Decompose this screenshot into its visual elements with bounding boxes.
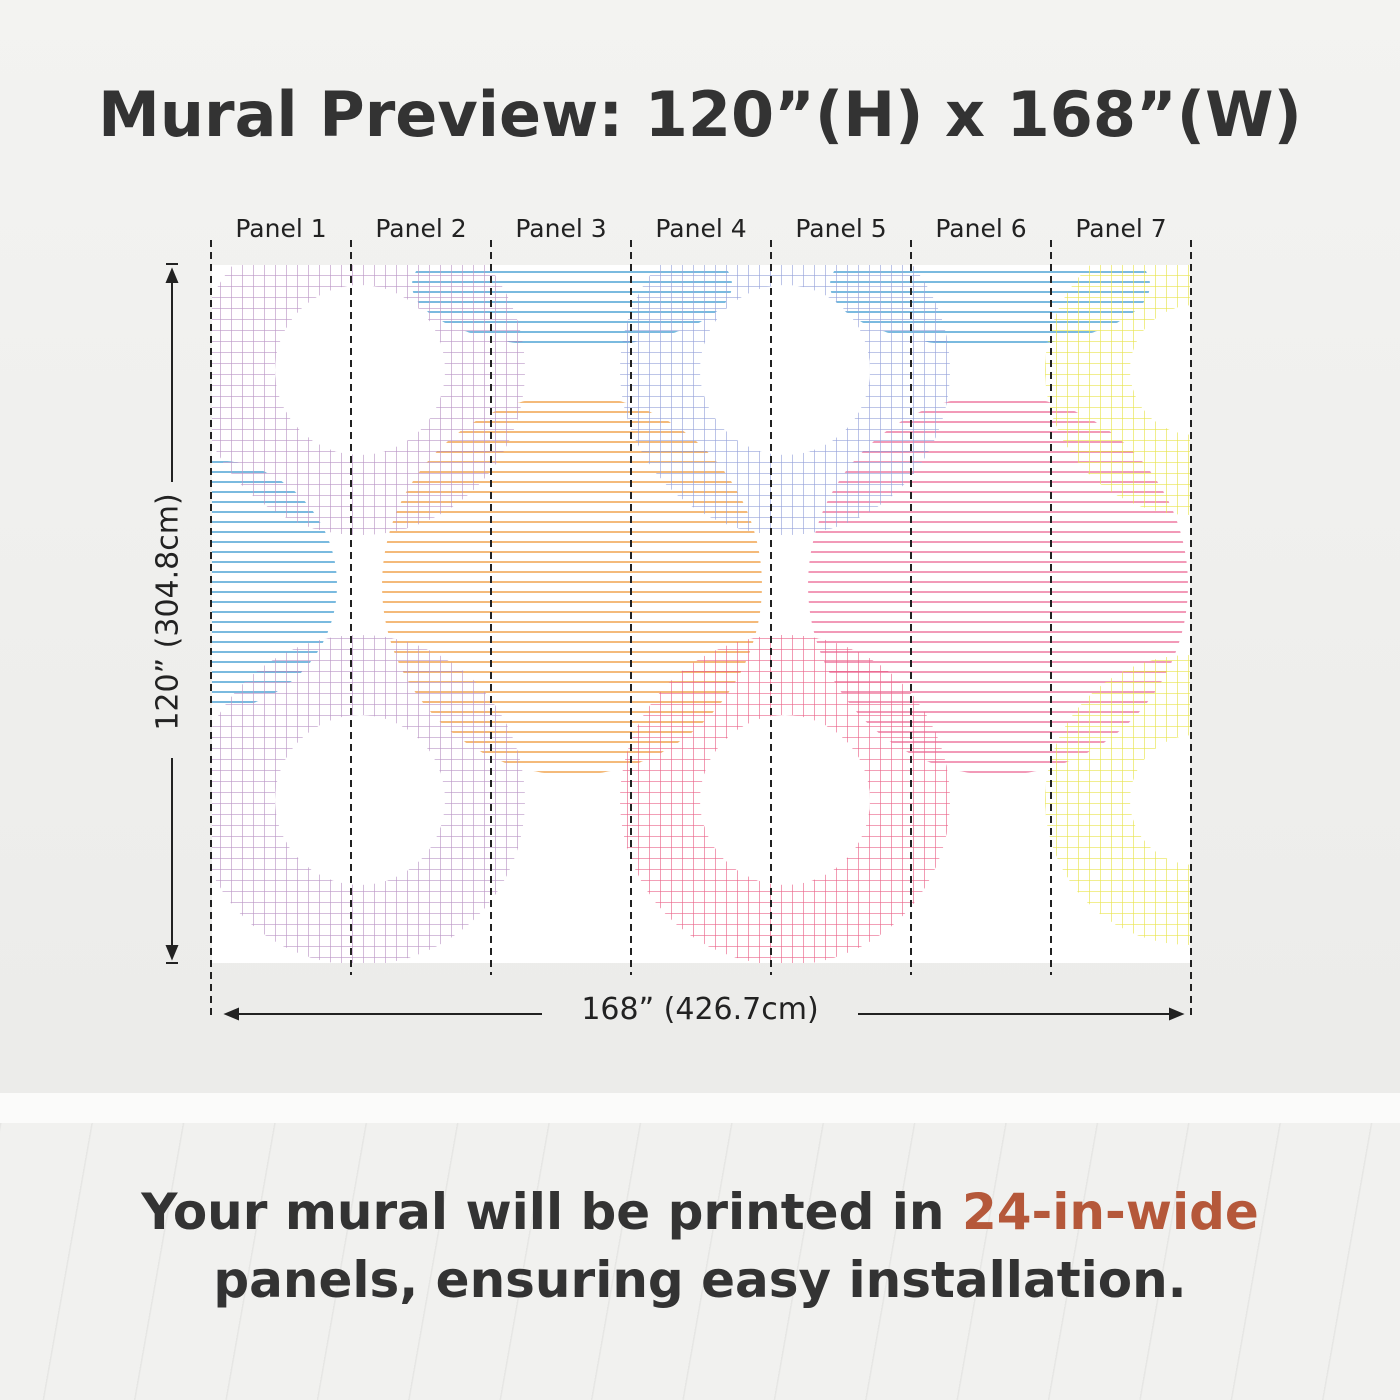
pink-stripe-circle <box>808 395 1188 775</box>
caption-text: Your mural will be printed in <box>141 1183 962 1241</box>
width-dimension-label: 168” (426.7cm) <box>581 992 819 1027</box>
panel-label: Panel 5 <box>795 214 887 243</box>
height-dimension-label: 120” (304.8cm) <box>150 493 186 731</box>
caption-text-end: panels, ensuring easy installation. <box>213 1251 1187 1309</box>
panel-label: Panel 4 <box>655 214 747 243</box>
floor <box>0 1123 1400 1400</box>
baseboard <box>0 1093 1400 1124</box>
panel-label: Panel 2 <box>375 214 467 243</box>
page-title: Mural Preview: 120”(H) x 168”(W) <box>98 78 1302 151</box>
caption-highlight: 24-in-wide <box>961 1183 1259 1241</box>
panel-label: Panel 3 <box>515 214 607 243</box>
panel-label: Panel 6 <box>935 214 1027 243</box>
panel-label: Panel 1 <box>235 214 327 243</box>
mural-preview <box>165 240 1192 1021</box>
orange-stripe-circle <box>382 395 762 775</box>
caption: Your mural will be printed in 24-in-wide… <box>0 1178 1400 1314</box>
panel-label: Panel 7 <box>1075 214 1167 243</box>
